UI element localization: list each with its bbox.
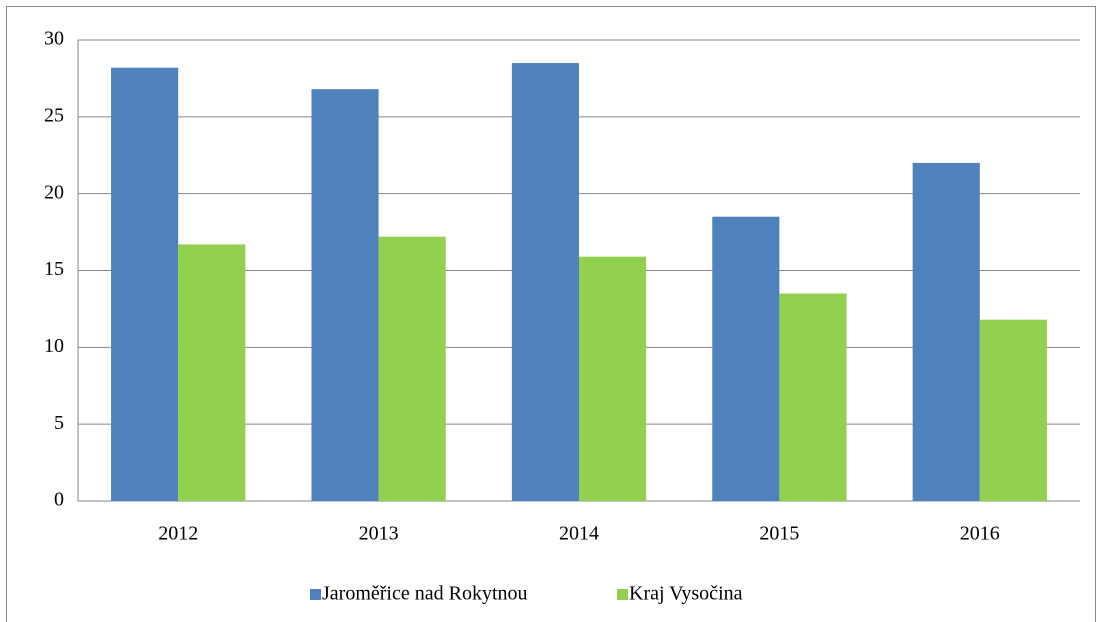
y-tick-label: 20 xyxy=(44,181,64,203)
bar xyxy=(979,319,1047,501)
y-tick-label: 15 xyxy=(44,258,64,280)
bar xyxy=(178,244,246,502)
y-tick-label: 30 xyxy=(44,28,64,50)
bar xyxy=(912,162,980,501)
bar xyxy=(111,67,179,501)
legend-label: Kraj Vysočina xyxy=(629,583,743,605)
legend-swatch xyxy=(617,589,628,600)
y-tick-label: 0 xyxy=(54,489,64,511)
x-tick-label: 2014 xyxy=(559,523,599,545)
bar xyxy=(579,256,647,501)
y-tick-label: 10 xyxy=(44,335,64,357)
y-tick-label: 5 xyxy=(54,412,64,434)
legend-swatch xyxy=(310,589,321,600)
bar xyxy=(378,236,446,501)
chart-border xyxy=(6,6,1096,622)
x-tick-label: 2012 xyxy=(158,523,198,545)
bar xyxy=(779,293,847,501)
x-tick-label: 2016 xyxy=(960,523,1000,545)
y-tick-label: 25 xyxy=(44,104,64,126)
bar xyxy=(511,63,579,502)
x-tick-label: 2015 xyxy=(759,523,799,545)
bar xyxy=(712,216,780,501)
bar xyxy=(311,89,379,501)
legend-label: Jaroměřice nad Rokytnou xyxy=(322,583,528,605)
x-tick-label: 2013 xyxy=(359,523,399,545)
